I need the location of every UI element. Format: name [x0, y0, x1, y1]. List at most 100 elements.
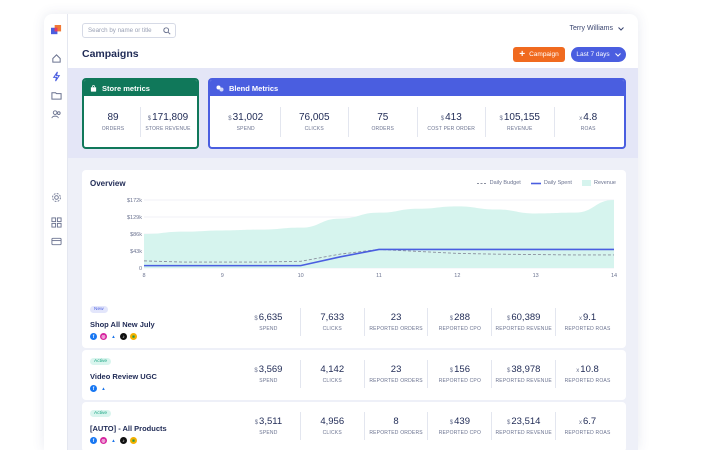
- facebook-icon: f: [90, 333, 97, 340]
- google-ads-icon: ▲: [110, 437, 117, 444]
- campaign-name[interactable]: Video Review UGC: [90, 372, 157, 381]
- legend-revenue[interactable]: Revenue: [581, 180, 616, 186]
- search-placeholder: Search by name or title: [88, 27, 152, 34]
- blend-metric-roas-prefix: x: [579, 115, 583, 122]
- date-range-button[interactable]: Last 7 days: [571, 47, 626, 62]
- campaign-metric-reported-revenue-label: REPORTED REVENUE: [495, 430, 552, 436]
- campaign-metric-reported-revenue-prefix: $: [507, 368, 511, 374]
- legend-spent[interactable]: Daily Spent: [530, 180, 572, 186]
- user-menu[interactable]: Terry Williams: [569, 25, 624, 32]
- campaign-metric-reported-cpo-label: REPORTED CPO: [438, 326, 482, 332]
- campaign-metric-reported-orders-number: 23: [390, 312, 402, 323]
- campaign-metric-reported-orders: 8 REPORTED ORDERS: [365, 412, 429, 440]
- add-campaign-button[interactable]: + Campaign: [513, 47, 565, 62]
- home-icon[interactable]: [50, 52, 63, 65]
- blend-metric-orders-label: ORDERS: [371, 125, 395, 132]
- add-campaign-label: Campaign: [529, 51, 559, 58]
- campaign-metric-reported-revenue-number: 38,978: [511, 364, 541, 375]
- campaign-metric-reported-roas-value: x9.1: [556, 312, 619, 323]
- store-metrics-title: Store metrics: [102, 83, 150, 93]
- campaign-name[interactable]: [AUTO] - All Products: [90, 424, 167, 433]
- blend-metric-roas: x4.8 ROAS: [555, 107, 623, 137]
- campaign-row[interactable]: Active Video Review UGC f ▲ $3,569 SPEND 4,142…: [82, 350, 626, 400]
- date-range-label: Last 7 days: [576, 51, 610, 58]
- campaign-metric-clicks-label: CLICKS: [322, 326, 342, 332]
- y-tick-label: $172k: [127, 198, 142, 204]
- legend-budget[interactable]: Daily Budget: [476, 180, 521, 186]
- campaign-metric-reported-cpo-value: $156: [428, 364, 491, 375]
- settings-icon[interactable]: [50, 191, 63, 204]
- campaign-metric-reported-orders: 23 REPORTED ORDERS: [365, 360, 429, 388]
- daily-spent-line: [144, 248, 614, 267]
- folder-icon[interactable]: [50, 89, 63, 102]
- search-icon: [163, 27, 171, 35]
- campaign-row[interactable]: Active [AUTO] - All Products f ◎ ▲ ♪ ■ $3,511 SP…: [82, 402, 626, 450]
- blend-metric-revenue: $105,155 REVENUE: [486, 106, 555, 137]
- campaign-metric-reported-revenue: $38,978 REPORTED REVENUE: [492, 360, 557, 388]
- x-tick-label: 13: [533, 273, 539, 279]
- users-icon[interactable]: [50, 108, 63, 121]
- campaign-metric-reported-revenue-label: REPORTED REVENUE: [495, 378, 552, 384]
- y-tick-label: $129k: [127, 215, 142, 221]
- campaign-metric-clicks: 4,956 CLICKS: [301, 412, 365, 440]
- campaign-metric-reported-orders-number: 23: [390, 364, 402, 375]
- search-input[interactable]: Search by name or title: [82, 23, 176, 38]
- campaign-name[interactable]: Shop All New July: [90, 320, 155, 329]
- blend-metric-roas-number: 4.8: [583, 111, 598, 123]
- store-metrics-row: 89 ORDERS $171,809 STORE REVENUE: [84, 96, 197, 147]
- store-metric-store-revenue-label: STORE REVENUE: [145, 125, 191, 132]
- billing-icon[interactable]: [50, 235, 63, 248]
- y-tick-label: $86k: [130, 232, 142, 238]
- lightning-icon[interactable]: [50, 70, 63, 83]
- campaign-metric-clicks-label: CLICKS: [322, 378, 342, 384]
- campaign-metrics: $3,569 SPEND 4,142 CLICKS 23 REPORTED ORDERS $…: [237, 360, 619, 390]
- campaign-metric-reported-roas-value: x6.7: [556, 416, 619, 427]
- campaign-metric-reported-revenue-value: $60,389: [492, 312, 555, 323]
- blend-metric-clicks: 76,005 CLICKS: [281, 106, 349, 137]
- campaign-metric-reported-revenue-number: 60,389: [511, 312, 541, 323]
- store-metric-store-revenue: $171,809 STORE REVENUE: [141, 107, 195, 137]
- chevron-down-icon: [614, 52, 621, 57]
- campaign-metric-reported-roas-number: 9.1: [582, 312, 597, 323]
- blend-metric-roas-label: ROAS: [580, 125, 596, 132]
- campaign-metric-reported-orders-label: REPORTED ORDERS: [369, 430, 423, 436]
- store-metrics-card: Store metrics 89 ORDERS $171,809 STORE REVE…: [82, 78, 199, 149]
- platform-icons: f ◎ ▲ ♪ ■: [90, 333, 137, 340]
- campaign-metric-reported-roas-prefix: x: [578, 420, 582, 426]
- shopping-bag-icon: [90, 84, 97, 92]
- blend-metric-revenue-label: REVENUE: [506, 125, 533, 132]
- campaign-metrics: $3,511 SPEND 4,956 CLICKS 8 REPORTED ORDERS $4…: [237, 412, 619, 442]
- blend-metric-orders-value: 75: [349, 112, 417, 123]
- instagram-icon: ◎: [100, 333, 107, 340]
- platform-icons: f ▲: [90, 385, 107, 392]
- x-tick-label: 9: [221, 273, 224, 279]
- campaign-metric-reported-revenue: $23,514 REPORTED REVENUE: [492, 412, 557, 440]
- x-tick-label: 12: [454, 273, 460, 279]
- facebook-icon: f: [90, 437, 97, 444]
- blend-metric-spend-prefix: $: [228, 115, 232, 122]
- google-ads-icon: ▲: [100, 385, 107, 392]
- campaign-metric-clicks-value: 4,956: [301, 416, 364, 427]
- brand-logo[interactable]: [50, 24, 63, 37]
- x-tick-label: 8: [142, 273, 145, 279]
- campaign-metric-reported-roas-number: 10.8: [580, 364, 599, 375]
- chevron-down-icon: [618, 26, 624, 31]
- apps-icon[interactable]: [50, 216, 63, 229]
- blend-metrics-row: $31,002 SPEND 76,005 CLICKS 75 ORDERS $413 COST…: [210, 96, 624, 147]
- campaign-metric-spend-number: 6,635: [258, 312, 283, 323]
- campaign-metric-reported-orders-value: 23: [365, 364, 428, 375]
- microsoft-icon: ■: [130, 333, 137, 340]
- campaign-metric-reported-roas-value: x10.8: [556, 364, 619, 375]
- area-swatch-icon: [581, 180, 591, 186]
- blend-icon: [216, 85, 224, 91]
- campaign-metric-reported-roas-number: 6.7: [582, 416, 597, 427]
- app-window: Search by name or title Terry Williams C…: [44, 14, 638, 450]
- blend-metrics-title: Blend Metrics: [229, 83, 279, 93]
- campaign-metric-spend-label: SPEND: [259, 430, 278, 436]
- campaign-metric-reported-cpo: $439 REPORTED CPO: [428, 412, 493, 440]
- campaign-row[interactable]: New Shop All New July f ◎ ▲ ♪ ■ $6,635 SPEND 7,63…: [82, 298, 626, 348]
- chart-legend: Daily Budget Daily Spent Revenue: [476, 180, 616, 186]
- blend-metric-revenue-value: $105,155: [486, 112, 554, 123]
- store-metric-orders-value: 89: [86, 112, 140, 123]
- campaign-metric-spend-prefix: $: [254, 316, 258, 322]
